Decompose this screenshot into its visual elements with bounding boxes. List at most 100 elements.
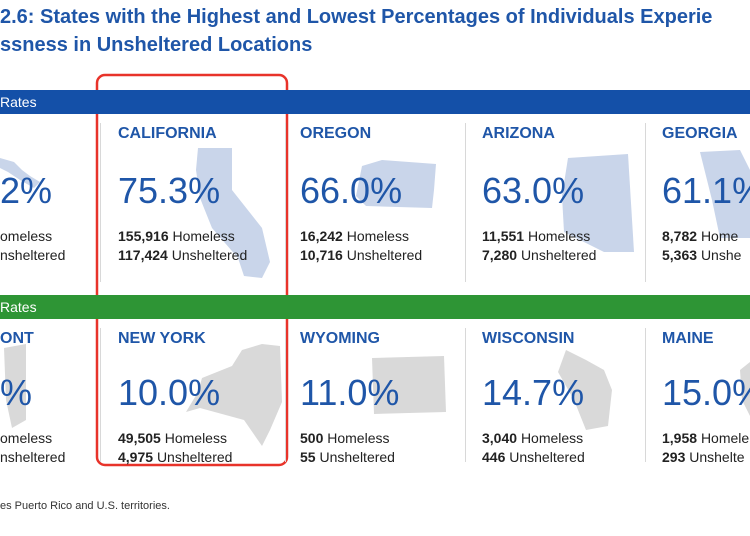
unsheltered-percent: 66.0% (300, 170, 403, 211)
homeless-count: 49,505 (118, 430, 161, 446)
title-line: 2.6: States with the Highest and Lowest … (0, 6, 713, 28)
homeless-line: 8,782 Home (662, 228, 738, 244)
homeless-count: 11,551 (482, 228, 525, 244)
unsheltered-count: 5,363 (662, 247, 698, 263)
state-name: WYOMING (300, 330, 380, 347)
unsheltered-label: Unsheltered (171, 247, 248, 263)
homeless-line: omeless (0, 228, 52, 244)
unsheltered-percent: 14.7% (482, 372, 585, 413)
unsheltered-count: 117,424 (118, 247, 168, 263)
wyoming-shape (372, 356, 446, 414)
unsheltered-count: 7,280 (482, 247, 518, 263)
georgia-shape (700, 150, 750, 238)
unsheltered-label: nsheltered (0, 449, 66, 465)
homeless-line: 3,040 Homeless (482, 430, 583, 446)
unsheltered-percent: 2% (0, 170, 53, 211)
homeless-count: 500 (300, 430, 324, 446)
column-separator (285, 328, 286, 462)
unsheltered-line: 293 Unshelte (662, 449, 745, 465)
footnote: es Puerto Rico and U.S. territories. (0, 500, 170, 512)
unsheltered-count: 55 (300, 449, 316, 465)
homeless-label: Homeless (346, 228, 409, 244)
state-name: WISCONSIN (482, 330, 575, 347)
state-name: NEW YORK (118, 330, 206, 347)
unsheltered-line: nsheltered (0, 449, 65, 465)
banner-label: Rates (0, 94, 37, 110)
unsheltered-percent: 63.0% (482, 170, 585, 211)
unsheltered-label: Unsheltered (346, 247, 423, 263)
unsheltered-line: 446 Unsheltered (482, 449, 585, 465)
state-name: CALIFORNIA (118, 125, 217, 142)
homeless-label: Homeless (527, 228, 591, 244)
homeless-count: 8,782 (662, 228, 698, 244)
unsheltered-label: Unsheltered (156, 449, 233, 465)
unsheltered-line: nsheltered (0, 247, 65, 263)
unsheltered-line: 4,975 Unsheltered (118, 449, 232, 465)
state-name: ARIZONA (482, 125, 555, 142)
unsheltered-line: 55 Unsheltered (300, 449, 395, 465)
state-shapes-top (0, 148, 750, 278)
homeless-label: Homeless (172, 228, 235, 244)
highlight-box (95, 73, 289, 467)
homeless-count: 16,242 (300, 228, 343, 244)
unsheltered-percent: 11.0% (300, 372, 400, 413)
unsheltered-count: 10,716 (300, 247, 343, 263)
homeless-label: omeless (0, 228, 53, 244)
unsheltered-label: Unshelte (689, 449, 745, 465)
column-separator (100, 328, 101, 462)
state-name: OREGON (300, 125, 372, 142)
california-shape (196, 148, 270, 278)
arizona-shape (562, 154, 634, 252)
unsheltered-percent: 10.0% (118, 372, 221, 413)
banner-label: Rates (0, 299, 37, 315)
homeless-label: Homeless (327, 430, 390, 446)
unsheltered-label: Unsheltered (520, 247, 597, 263)
homeless-line: 155,916 Homeless (118, 228, 235, 244)
state-shapes-bottom (4, 344, 750, 446)
column-separator (465, 123, 466, 282)
unsheltered-label: nsheltered (0, 247, 66, 263)
homeless-label: omeless (0, 430, 53, 446)
homeless-label: Homeless (164, 430, 227, 446)
oregon-shape (356, 160, 436, 208)
unsheltered-count: 4,975 (118, 449, 154, 465)
homeless-line: 49,505 Homeless (118, 430, 227, 446)
unsheltered-count: 446 (482, 449, 506, 465)
homeless-line: 1,958 Homele (662, 430, 749, 446)
column-separator (285, 123, 286, 282)
vermont-shape (4, 344, 26, 428)
unsheltered-percent: 15.0% (662, 372, 750, 413)
hawaii-shape (0, 158, 40, 188)
unsheltered-count: 293 (662, 449, 686, 465)
title-line: ssness in Unsheltered Locations (0, 34, 313, 56)
homeless-count: 155,916 (118, 228, 169, 244)
unsheltered-label: Unsheltered (319, 449, 395, 465)
column-separator (645, 328, 646, 462)
unsheltered-label: Unshe (700, 247, 742, 263)
unsheltered-percent: % (0, 372, 33, 413)
unsheltered-percent: 61.1% (662, 170, 750, 211)
section-banner: Rates (0, 295, 750, 319)
homeless-count: 1,958 (662, 430, 698, 446)
unsheltered-line: 10,716 Unsheltered (300, 247, 422, 263)
homeless-label: Home (700, 228, 739, 244)
column-separator (100, 123, 101, 282)
state-name: ONT (0, 330, 34, 347)
maine-shape (740, 362, 750, 416)
homeless-line: 16,242 Homeless (300, 228, 409, 244)
unsheltered-line: 117,424 Unsheltered (118, 247, 247, 263)
unsheltered-line: 5,363 Unshe (662, 247, 741, 263)
homeless-line: 11,551 Homeless (482, 228, 590, 244)
state-name: MAINE (662, 330, 714, 347)
homeless-line: 500 Homeless (300, 430, 390, 446)
unsheltered-line: 7,280 Unsheltered (482, 247, 596, 263)
homeless-label: Homele (700, 430, 750, 446)
column-separator (465, 328, 466, 462)
column-separator (645, 123, 646, 282)
homeless-count: 3,040 (482, 430, 518, 446)
homeless-line: omeless (0, 430, 52, 446)
homeless-label: Homeless (520, 430, 584, 446)
section-banner: Rates (0, 90, 750, 114)
